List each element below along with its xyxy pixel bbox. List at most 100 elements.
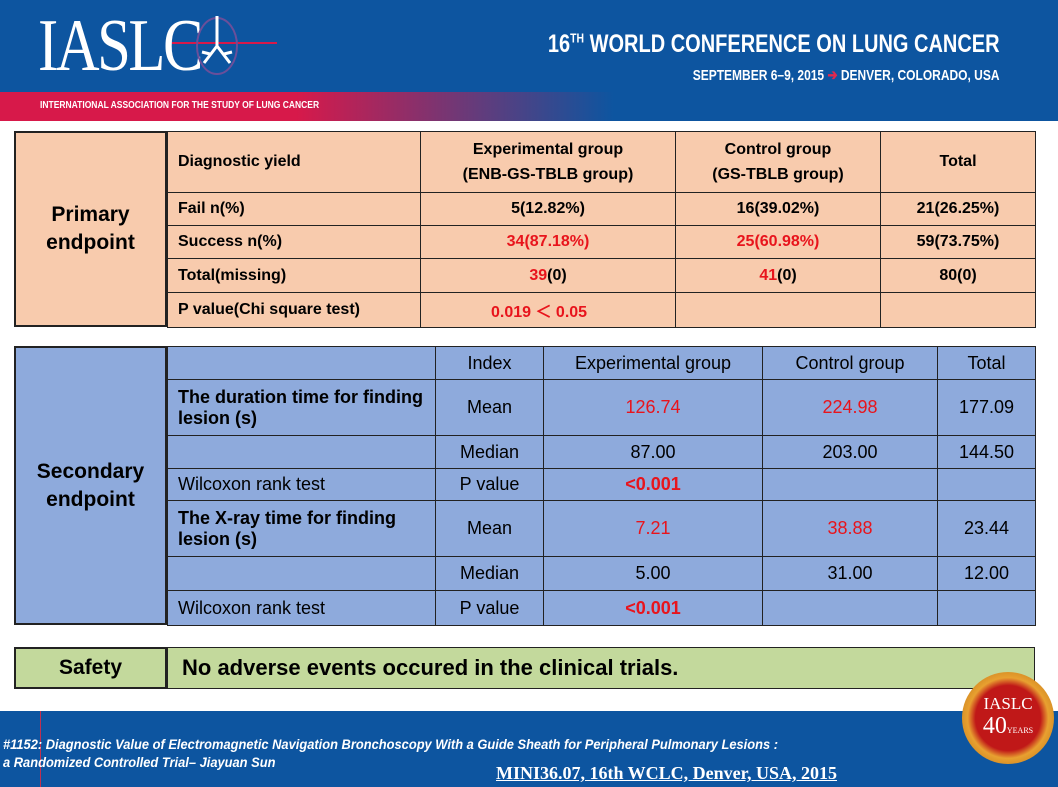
badge-top-text: IASLC (983, 693, 1033, 713)
cell (762, 590, 938, 626)
cell: 7.21 (543, 500, 763, 557)
abstract-title-line2: a Randomized Controlled Trial– Jiayuan S… (3, 754, 276, 770)
row-label (167, 556, 436, 591)
row-label (167, 435, 436, 469)
badge-number: 40YEARS (983, 714, 1033, 743)
table-row: P value(Chi square test) 0.019 ＜ 0.05 (167, 292, 1036, 328)
cell-count: 39 (529, 266, 548, 284)
cell: 59(73.75%) (880, 225, 1036, 259)
header-cell: Experimental group (ENB-GS-TBLB group) (420, 131, 676, 193)
cell (675, 292, 881, 328)
table-row: Median 87.00 203.00 144.50 (167, 435, 1036, 469)
conference-dates: SEPTEMBER 6–9, 2015 ➔ DENVER, COLORADO, … (693, 66, 1000, 84)
iaslc-logo: IASLC (38, 5, 203, 87)
header-cell: Diagnostic yield (167, 131, 421, 193)
cell: P value (435, 590, 544, 626)
slide-footer (0, 711, 1058, 787)
header-cell: Total (880, 131, 1036, 193)
arrow-icon: ➔ (827, 67, 838, 84)
cell: 39(0) (420, 258, 676, 293)
conference-title: 16TH WORLD CONFERENCE ON LUNG CANCER (548, 30, 1000, 59)
conference-name: WORLD CONFERENCE ON LUNG CANCER (584, 30, 1000, 58)
cell: 80(0) (880, 258, 1036, 293)
cell: Median (435, 556, 544, 591)
cell: 203.00 (762, 435, 938, 469)
row-label: The X-ray time for finding lesion (s) (167, 500, 436, 557)
badge-years: YEARS (1006, 725, 1034, 735)
cell: 21(26.25%) (880, 192, 1036, 226)
cell (880, 292, 1036, 328)
safety-label: Safety (14, 647, 167, 689)
cell: <0.001 (543, 590, 763, 626)
primary-endpoint-table: Diagnostic yield Experimental group (ENB… (167, 131, 1036, 328)
cell: <0.001 (543, 468, 763, 501)
cell: P value (435, 468, 544, 501)
row-label: Wilcoxon rank test (167, 468, 436, 501)
row-label: Fail n(%) (167, 192, 421, 226)
conference-sup: TH (570, 30, 585, 46)
cell-count: 41 (759, 266, 778, 284)
header-cell: Total (937, 346, 1036, 380)
conference-number: 16 (548, 30, 571, 58)
header-cell: Control group (GS-TBLB group) (675, 131, 881, 193)
cell: 38.88 (762, 500, 938, 557)
cell (762, 468, 938, 501)
cell (937, 468, 1036, 501)
organization-name: INTERNATIONAL ASSOCIATION FOR THE STUDY … (40, 100, 320, 111)
header-red-band (0, 92, 1058, 121)
row-label: The duration time for finding lesion (s) (167, 379, 436, 436)
cell: 41(0) (675, 258, 881, 293)
location-text: DENVER, COLORADO, USA (841, 67, 1000, 84)
cell-missing: (0) (547, 266, 567, 284)
abstract-title: #1152: Diagnostic Value of Electromagnet… (3, 735, 778, 771)
header-cell: Index (435, 346, 544, 380)
table-row: Total(missing) 39(0) 41(0) 80(0) (167, 258, 1036, 293)
cell: 5(12.82%) (420, 192, 676, 226)
footer-divider (40, 711, 41, 787)
header-cell: Experimental group (543, 346, 763, 380)
iaslc-40-years-badge: IASLC 40YEARS (962, 672, 1054, 764)
dates-text: SEPTEMBER 6–9, 2015 (693, 67, 825, 84)
cell (937, 590, 1036, 626)
secondary-endpoint-table: Index Experimental group Control group T… (167, 346, 1036, 626)
cell: 0.019 ＜ 0.05 (420, 292, 676, 328)
cell: 34(87.18%) (420, 225, 676, 259)
cell: Median (435, 435, 544, 469)
badge-num: 40 (982, 712, 1007, 739)
safety-label-text: Safety (58, 656, 123, 679)
row-label: Success n(%) (167, 225, 421, 259)
session-info: MINI36.07, 16th WCLC, Denver, USA, 2015 (496, 763, 838, 783)
header-cell (167, 346, 436, 380)
cell: 87.00 (543, 435, 763, 469)
cell: 23.44 (937, 500, 1036, 557)
cell-missing: (0) (777, 266, 797, 284)
row-label: Wilcoxon rank test (167, 590, 436, 626)
cell: 177.09 (937, 379, 1036, 436)
cell: 25(60.98%) (675, 225, 881, 259)
cell: 126.74 (543, 379, 763, 436)
cell: 16(39.02%) (675, 192, 881, 226)
row-label: P value(Chi square test) (167, 292, 421, 328)
cell: 31.00 (762, 556, 938, 591)
cell: Mean (435, 379, 544, 436)
secondary-label-text: Secondary endpoint (36, 459, 145, 511)
header-cell: Control group (762, 346, 938, 380)
cell: 12.00 (937, 556, 1036, 591)
primary-endpoint-label: Primary endpoint (14, 131, 167, 327)
row-label: Total(missing) (167, 258, 421, 293)
cell: 144.50 (937, 435, 1036, 469)
abstract-title-line1: #1152: Diagnostic Value of Electromagnet… (3, 736, 779, 752)
table-row: Median 5.00 31.00 12.00 (167, 556, 1036, 591)
table-row: Wilcoxon rank test P value <0.001 (167, 468, 1036, 501)
safety-text: No adverse events occured in the clinica… (167, 647, 1035, 689)
table-row: Success n(%) 34(87.18%) 25(60.98%) 59(73… (167, 225, 1036, 259)
table-row: Wilcoxon rank test P value <0.001 (167, 590, 1036, 626)
cell: 224.98 (762, 379, 938, 436)
secondary-endpoint-label: Secondary endpoint (14, 346, 167, 625)
primary-label-text: Primary endpoint (46, 203, 135, 254)
table-row: The X-ray time for finding lesion (s) Me… (167, 500, 1036, 557)
table-header-row: Diagnostic yield Experimental group (ENB… (167, 131, 1036, 193)
cell: 5.00 (543, 556, 763, 591)
lung-logo-icon (172, 16, 277, 75)
table-row: The duration time for finding lesion (s)… (167, 379, 1036, 436)
